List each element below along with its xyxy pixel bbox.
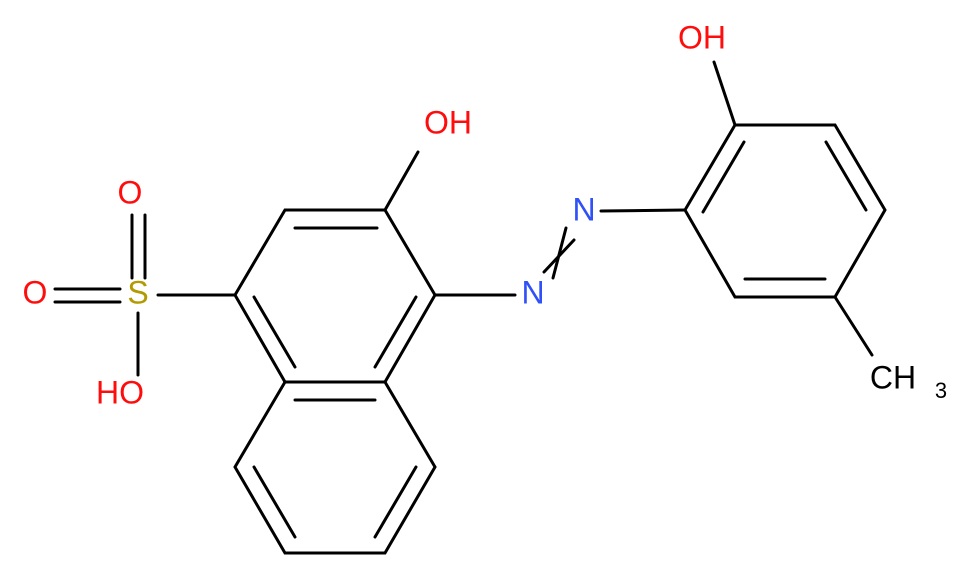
atom-label: CH — [870, 359, 916, 395]
atom-label: S — [127, 274, 148, 310]
atom-label: O — [118, 174, 143, 210]
atom-labels: OH OH N N O O S HO CH 3 — [23, 19, 948, 410]
atom-label: HO — [96, 374, 144, 410]
atom-label: N — [521, 274, 544, 310]
bonds — [53, 60, 887, 555]
atom-label: OH — [424, 104, 472, 140]
atom-label: O — [23, 274, 48, 310]
atom-subscript: 3 — [935, 378, 947, 403]
atom-label: OH — [678, 19, 726, 55]
atom-label: N — [572, 191, 595, 227]
